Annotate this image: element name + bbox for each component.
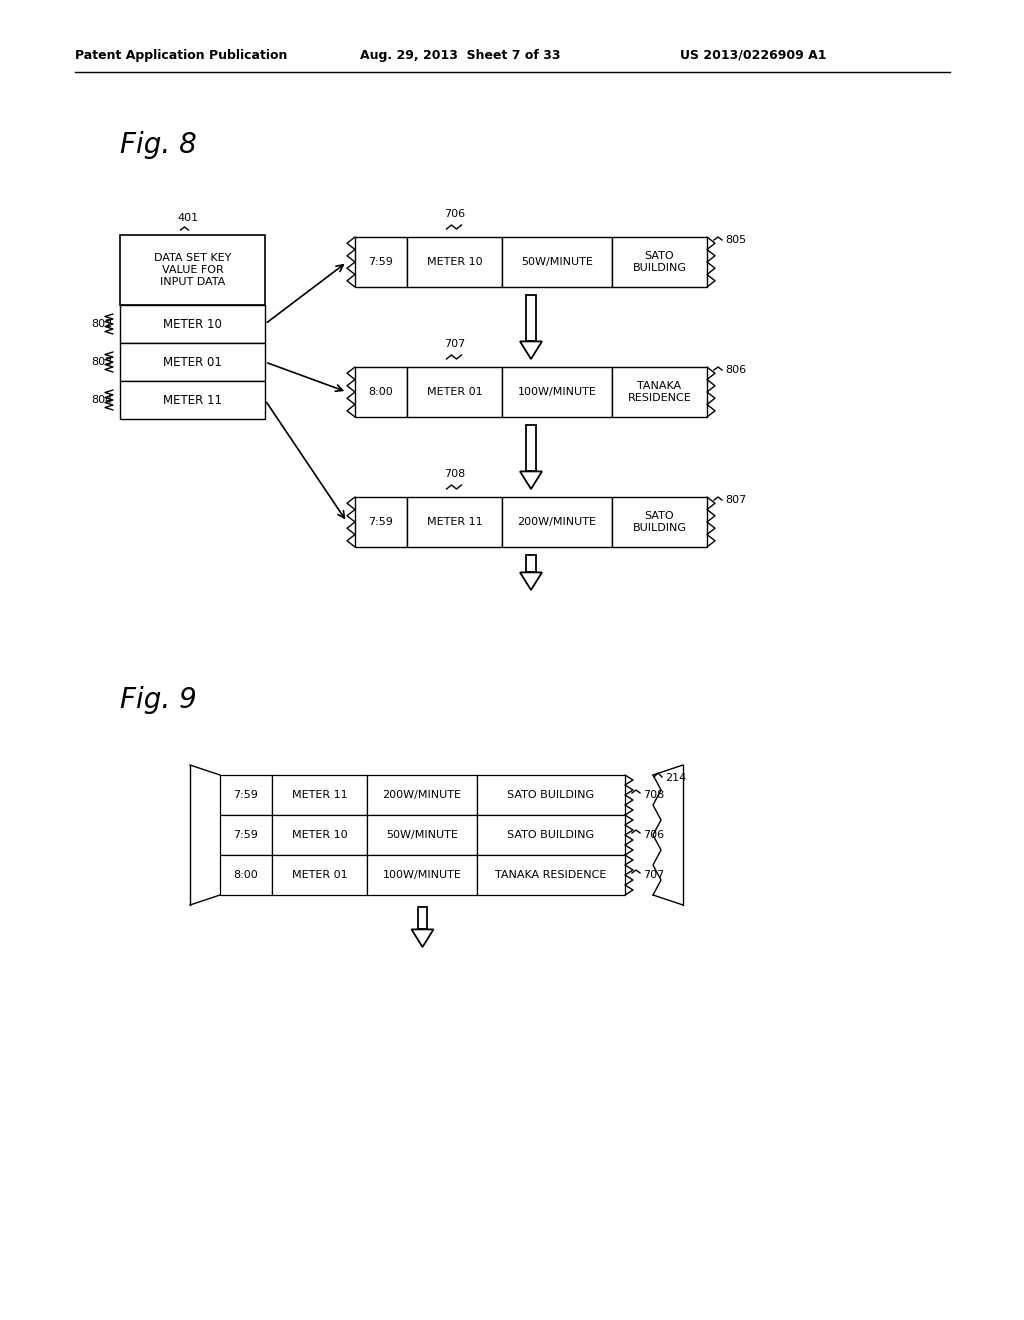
Bar — [120, 305, 265, 343]
Bar — [272, 814, 367, 855]
Text: METER 10: METER 10 — [427, 257, 482, 267]
Bar — [220, 814, 272, 855]
Text: Aug. 29, 2013  Sheet 7 of 33: Aug. 29, 2013 Sheet 7 of 33 — [360, 49, 560, 62]
Bar — [272, 775, 367, 814]
Text: METER 11: METER 11 — [292, 789, 347, 800]
Bar — [477, 855, 625, 895]
Bar — [120, 381, 265, 418]
Bar — [272, 855, 367, 895]
Bar — [407, 498, 502, 546]
Bar — [367, 814, 477, 855]
Text: Fig. 9: Fig. 9 — [120, 686, 197, 714]
Text: Patent Application Publication: Patent Application Publication — [75, 49, 288, 62]
Text: SATO BUILDING: SATO BUILDING — [508, 789, 595, 800]
Bar — [477, 775, 625, 814]
Bar — [612, 367, 707, 417]
Text: 706: 706 — [643, 830, 665, 840]
Text: 707: 707 — [443, 339, 465, 348]
Text: 8:00: 8:00 — [233, 870, 258, 880]
Text: 214: 214 — [665, 774, 686, 783]
Text: TANAKA RESIDENCE: TANAKA RESIDENCE — [496, 870, 606, 880]
Text: METER 10: METER 10 — [163, 318, 222, 330]
Text: Fig. 8: Fig. 8 — [120, 131, 197, 158]
Bar — [367, 855, 477, 895]
Text: 805: 805 — [725, 235, 746, 246]
Bar — [355, 498, 407, 546]
Text: 806: 806 — [725, 366, 746, 375]
Bar — [120, 235, 265, 305]
Text: 401: 401 — [177, 213, 198, 223]
Bar — [407, 238, 502, 286]
Text: METER 11: METER 11 — [427, 517, 482, 527]
Text: SATO
BUILDING: SATO BUILDING — [633, 511, 686, 533]
Bar — [220, 775, 272, 814]
Text: METER 10: METER 10 — [292, 830, 347, 840]
Bar — [418, 907, 427, 929]
Text: 708: 708 — [643, 789, 665, 800]
Bar — [407, 367, 502, 417]
Bar — [367, 775, 477, 814]
Text: 7:59: 7:59 — [369, 257, 393, 267]
Bar — [355, 367, 407, 417]
Polygon shape — [520, 342, 542, 359]
Bar — [502, 498, 612, 546]
Text: 804: 804 — [91, 395, 112, 405]
Text: 50W/MINUTE: 50W/MINUTE — [521, 257, 593, 267]
Text: SATO
BUILDING: SATO BUILDING — [633, 251, 686, 273]
Text: 707: 707 — [643, 870, 665, 880]
Bar — [477, 814, 625, 855]
Text: 706: 706 — [444, 209, 465, 219]
Bar — [220, 775, 625, 814]
Text: 100W/MINUTE: 100W/MINUTE — [383, 870, 462, 880]
Text: 803: 803 — [91, 356, 112, 367]
Bar — [526, 554, 536, 573]
Text: SATO BUILDING: SATO BUILDING — [508, 830, 595, 840]
Bar — [502, 238, 612, 286]
Text: 7:59: 7:59 — [233, 789, 258, 800]
Bar — [220, 855, 272, 895]
Bar — [612, 238, 707, 286]
Text: METER 01: METER 01 — [427, 387, 482, 397]
Text: 100W/MINUTE: 100W/MINUTE — [517, 387, 596, 397]
Text: DATA SET KEY
VALUE FOR
INPUT DATA: DATA SET KEY VALUE FOR INPUT DATA — [154, 253, 231, 286]
Bar — [526, 294, 536, 342]
Bar — [526, 425, 536, 471]
Bar — [355, 238, 407, 286]
Text: 200W/MINUTE: 200W/MINUTE — [383, 789, 462, 800]
Text: 50W/MINUTE: 50W/MINUTE — [386, 830, 458, 840]
Polygon shape — [412, 929, 433, 946]
Bar — [120, 343, 265, 381]
Text: US 2013/0226909 A1: US 2013/0226909 A1 — [680, 49, 826, 62]
Text: 200W/MINUTE: 200W/MINUTE — [517, 517, 597, 527]
Polygon shape — [520, 471, 542, 488]
Polygon shape — [520, 573, 542, 590]
Bar — [502, 367, 612, 417]
Text: METER 01: METER 01 — [163, 355, 222, 368]
Text: 802: 802 — [91, 319, 112, 329]
Text: TANAKA
RESIDENCE: TANAKA RESIDENCE — [628, 381, 691, 403]
Bar — [612, 498, 707, 546]
Text: METER 11: METER 11 — [163, 393, 222, 407]
Text: 8:00: 8:00 — [369, 387, 393, 397]
Text: 7:59: 7:59 — [369, 517, 393, 527]
Text: 807: 807 — [725, 495, 746, 506]
Text: 7:59: 7:59 — [233, 830, 258, 840]
Text: 708: 708 — [443, 469, 465, 479]
Text: METER 01: METER 01 — [292, 870, 347, 880]
